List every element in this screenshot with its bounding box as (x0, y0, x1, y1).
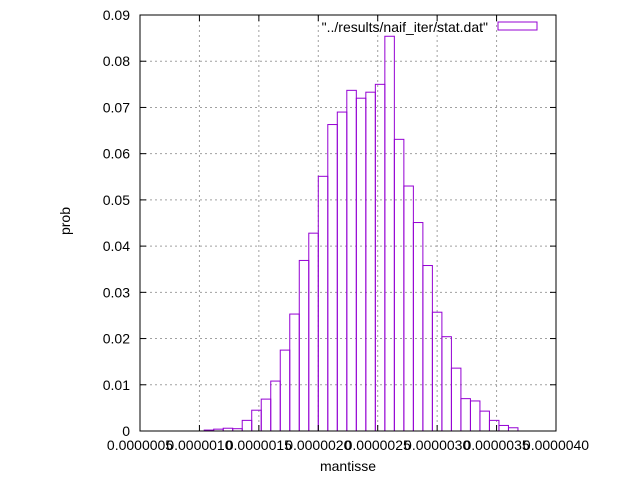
legend-label: "../results/naif_iter/stat.dat" (322, 19, 488, 35)
y-tick-label: 0.01 (103, 377, 130, 393)
y-axis-title: prob (57, 207, 73, 235)
x-tick-label: 0.0000005 (107, 437, 173, 453)
plot-border (139, 14, 557, 432)
y-tick-label: 0.03 (103, 284, 130, 300)
tick-marks (139, 14, 557, 432)
y-tick-label: 0.07 (103, 99, 130, 115)
y-tick-label: 0.09 (103, 7, 130, 23)
x-tick-label: 0.0000015 (226, 437, 292, 453)
y-tick-label: 0.02 (103, 331, 130, 347)
y-tick-label: 0.04 (103, 238, 130, 254)
x-tick-label: 0.0000040 (523, 437, 589, 453)
y-tick-label: 0 (122, 423, 130, 439)
y-tick-label: 0.06 (103, 146, 130, 162)
tick-labels: 0 0.01 0.02 0.03 0.04 0.05 0.06 0.07 0.08 0.09 0.0… (103, 7, 590, 453)
grid-lines (140, 15, 556, 431)
x-tick-label: 0.0000030 (404, 437, 470, 453)
x-tick-label: 0.0000025 (345, 437, 411, 453)
legend: "../results/naif_iter/stat.dat" (322, 19, 538, 35)
y-tick-label: 0.05 (103, 192, 130, 208)
x-tick-label: 0.0000035 (463, 437, 529, 453)
x-tick-label: 0.0000010 (166, 437, 232, 453)
legend-swatch (497, 21, 538, 31)
x-tick-label: 0.0000020 (285, 437, 351, 453)
y-tick-label: 0.08 (103, 53, 130, 69)
x-axis-title: mantisse (320, 458, 376, 474)
